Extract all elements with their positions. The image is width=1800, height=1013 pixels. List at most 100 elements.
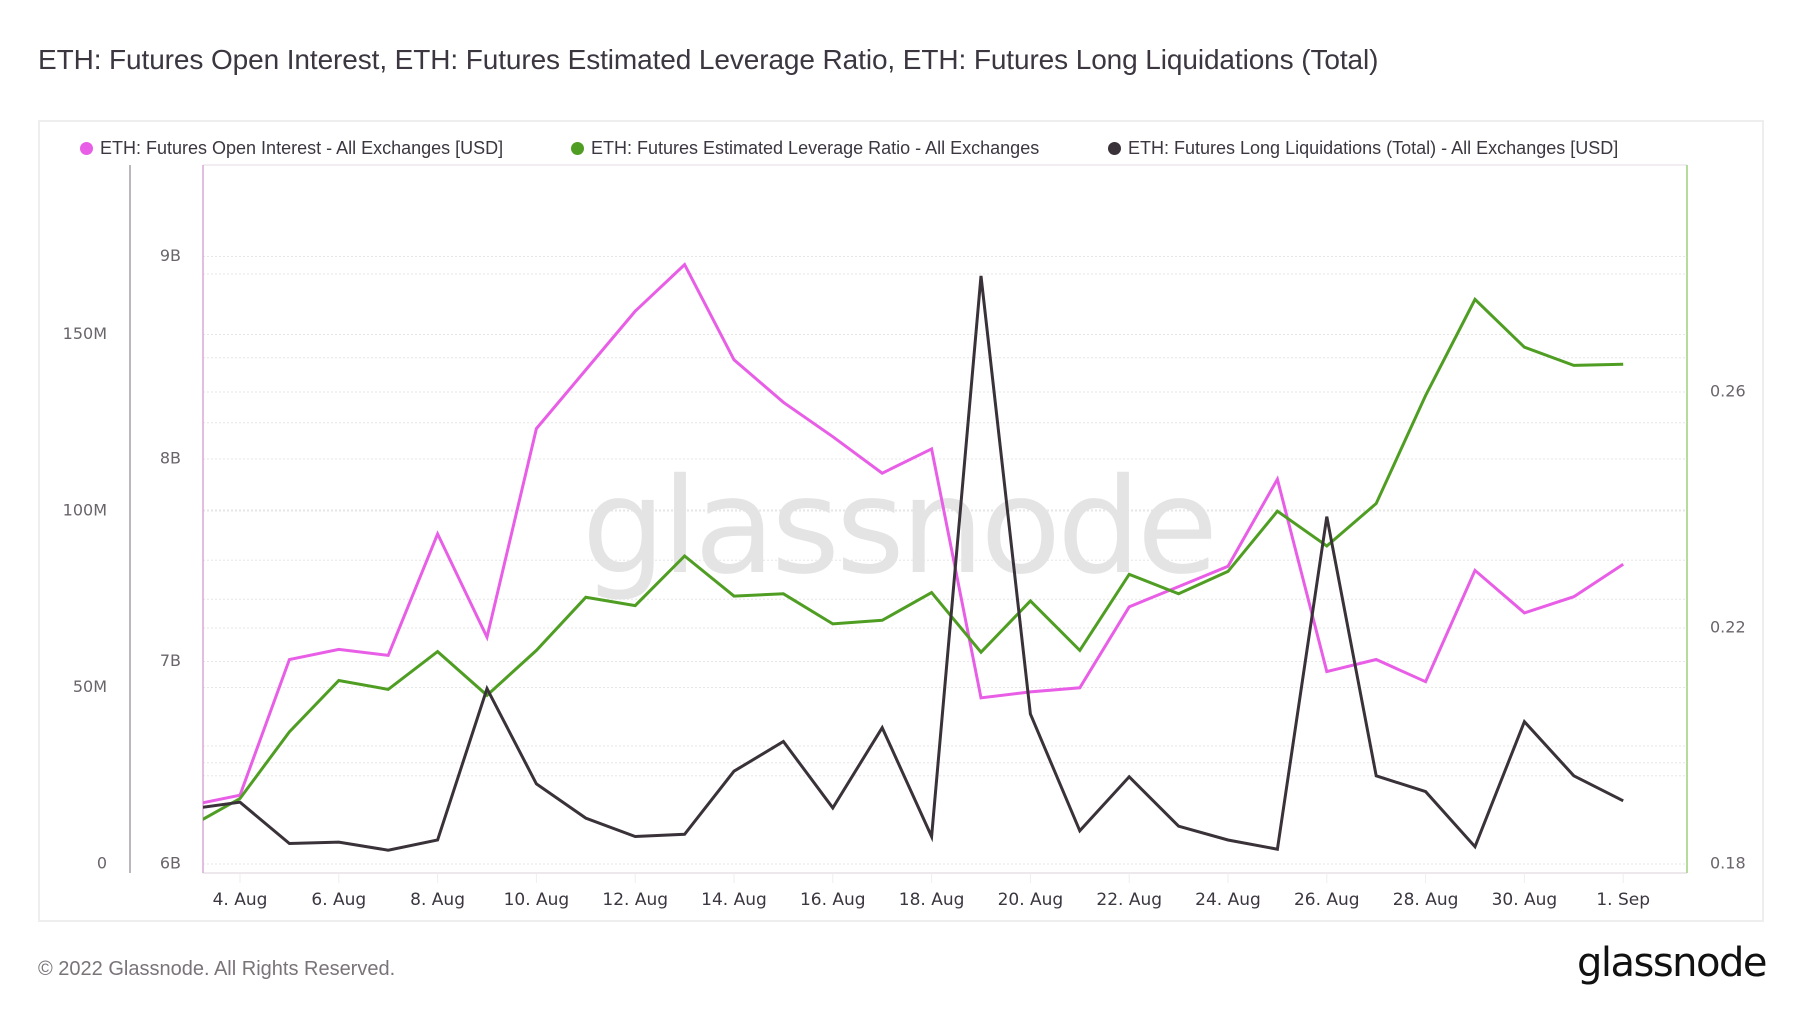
open-interest-point [683,263,687,267]
leverage-point [1325,544,1329,548]
leverage-point [1028,599,1032,603]
open-interest-point [1325,670,1329,674]
open-interest-point [436,532,440,536]
liquidations-point [337,840,341,844]
leverage-point [386,687,390,691]
legend-dot-leverage-icon [571,142,584,155]
open-interest-axis-tick-label: 8B [160,449,181,468]
leverage-point [238,797,242,801]
leverage-point [1275,509,1279,513]
copyright-footer: © 2022 Glassnode. All Rights Reserved. [38,958,396,980]
x-axis-tick-label: 22. Aug [1096,890,1162,910]
liquidations-point [732,769,736,773]
glassnode-logo: glassnode [1576,940,1768,986]
leverage-point [1127,572,1131,576]
watermark: glassnode [582,450,1214,604]
legend-label-open-interest: ETH: Futures Open Interest - All Exchang… [100,138,504,158]
x-axis-tick-label: 12. Aug [602,890,668,910]
open-interest-point [1374,657,1378,661]
open-interest-point [930,447,934,451]
open-interest-point [1177,585,1181,589]
open-interest-axis-tick-label: 7B [160,651,181,670]
open-interest-point [1127,605,1131,609]
leverage-point [732,594,736,598]
liquidations-line[interactable] [191,275,1624,852]
liquidations-point [930,834,934,838]
open-interest-line[interactable] [191,262,1625,806]
open-interest-point [1275,477,1279,481]
liquidations-point [1078,829,1082,833]
leverage-point [781,592,785,596]
x-axis-tick-label: 18. Aug [899,890,965,910]
legend-dot-open-interest-icon [80,142,93,155]
liquidations-point [584,816,588,820]
leverage-axis-tick-label: 0.26 [1710,382,1746,401]
open-interest-axis-tick-label: 6B [160,854,181,873]
leverage-axis-tick-label: 0.18 [1710,854,1746,873]
open-interest-point [287,657,291,661]
open-interest-point [633,309,637,313]
open-interest-point [386,653,390,657]
leverage-point [831,622,835,626]
open-interest-point [584,368,588,372]
open-interest-point [534,427,538,431]
liquidations-axis-tick-label: 0 [97,854,107,873]
legend-item-liquidations[interactable]: ETH: Futures Long Liquidations (Total) -… [1108,138,1618,159]
liquidations-point [831,806,835,810]
leverage-point [1572,363,1576,367]
open-interest-point [979,696,983,700]
legend-label-leverage: ETH: Futures Estimated Leverage Ratio - … [591,138,1040,158]
leverage-point [287,730,291,734]
x-axis-tick-label: 10. Aug [504,890,570,910]
leverage-point [584,595,588,599]
liquidations-point [1275,847,1279,851]
leverage-line[interactable] [191,296,1624,826]
legend: ETH: Futures Open Interest - All Exchang… [0,138,1800,162]
legend-item-leverage[interactable]: ETH: Futures Estimated Leverage Ratio - … [571,138,1039,159]
liquidations-point [436,838,440,842]
leverage-point [880,618,884,622]
x-axis-tick-label: 24. Aug [1195,890,1261,910]
liquidations-point [979,274,983,278]
open-interest-point [1621,562,1625,566]
liquidations-point [880,726,884,730]
liquidations-point [1325,515,1329,519]
leverage-point [1078,648,1082,652]
leverage-point [1621,362,1625,366]
leverage-point [534,648,538,652]
leverage-point [337,679,341,683]
x-axis-tick-label: 26. Aug [1294,890,1360,910]
open-interest-point [1572,595,1576,599]
liquidations-axis-tick-label: 150M [63,324,107,343]
leverage-point [1226,569,1230,573]
liquidations-point [633,834,637,838]
chart-title: ETH: Futures Open Interest, ETH: Futures… [38,44,1379,75]
legend-item-open-interest[interactable]: ETH: Futures Open Interest - All Exchang… [80,138,503,159]
liquidations-point [1522,720,1526,724]
liquidations-point [238,800,242,804]
liquidations-point [534,782,538,786]
liquidations-axis-tick-label: 50M [73,677,107,696]
open-interest-point [485,635,489,639]
open-interest-point [337,647,341,651]
liquidations-point [781,740,785,744]
leverage-point [633,604,637,608]
leverage-point [1177,592,1181,596]
open-interest-point [781,400,785,404]
tick-labels: 0 50M 100M 150M 6B 7B 8B 9B 0.18 0.22 0.26 4. Aug 6.… [63,246,1746,910]
open-interest-point [732,358,736,362]
leverage-point [1522,345,1526,349]
liquidations-point [287,842,291,846]
liquidations-point [1374,774,1378,778]
x-axis-tick-label: 16. Aug [800,890,866,910]
x-axis-tick-label: 14. Aug [701,890,767,910]
legend-label-liquidations: ETH: Futures Long Liquidations (Total) -… [1128,138,1619,158]
liquidations-point [1621,799,1625,803]
liquidations-point [1572,774,1576,778]
chart-frame [38,120,1764,922]
x-axis-tick-label: 1. Sep [1596,890,1650,910]
open-interest-point [1078,686,1082,690]
liquidations-point [386,848,390,852]
leverage-point [1473,297,1477,301]
